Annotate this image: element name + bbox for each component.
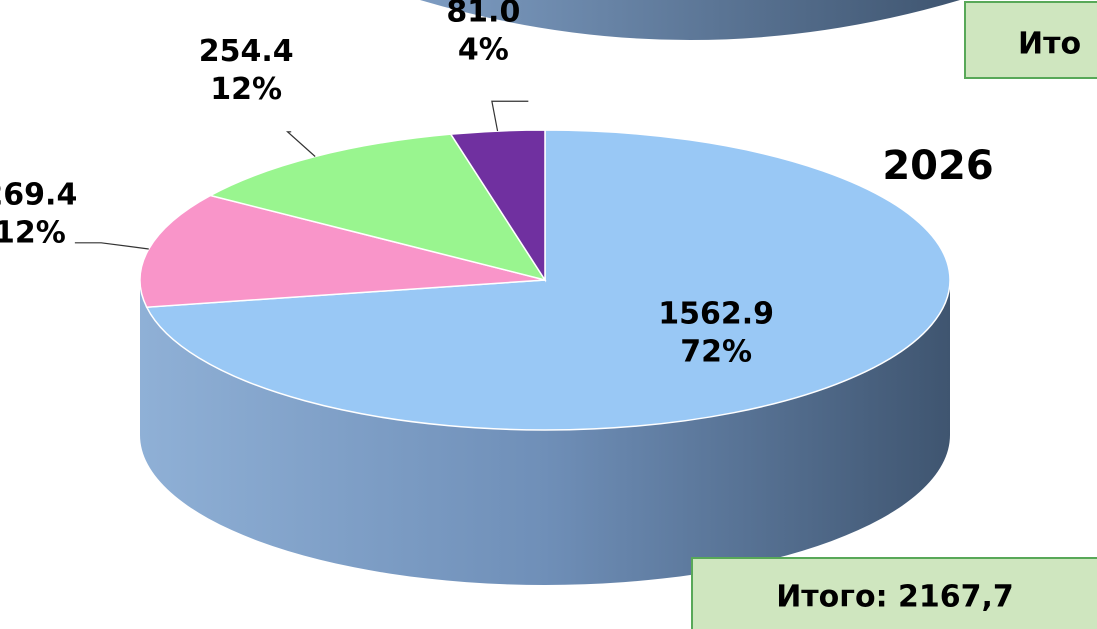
data-label: 1562.9 [658, 296, 774, 331]
previous-pie-edge [420, 0, 960, 40]
previous-total-label: Ито [1018, 27, 1081, 62]
previous-total-box [964, 1, 1097, 79]
leader-line [286, 131, 316, 157]
pie: 1562.972%269.412%254.412%81.04% [0, 0, 951, 585]
percent-label: 12% [0, 215, 66, 250]
total-box [691, 557, 1097, 629]
percent-label: 4% [458, 33, 509, 68]
pie-side [140, 280, 950, 585]
chart-title: 2026 [882, 143, 993, 189]
leader-line [491, 100, 529, 132]
total-label: Итого: 2167,7 [776, 580, 1014, 615]
pie-slice [145, 129, 951, 431]
percent-label: 72% [680, 334, 752, 369]
data-label: 254.4 [199, 34, 294, 69]
data-label: 269.4 [0, 177, 77, 212]
pie-slice [139, 194, 546, 308]
percent-label: 12% [210, 72, 282, 107]
leader-line [74, 242, 149, 250]
data-label: 81.0 [446, 0, 520, 30]
